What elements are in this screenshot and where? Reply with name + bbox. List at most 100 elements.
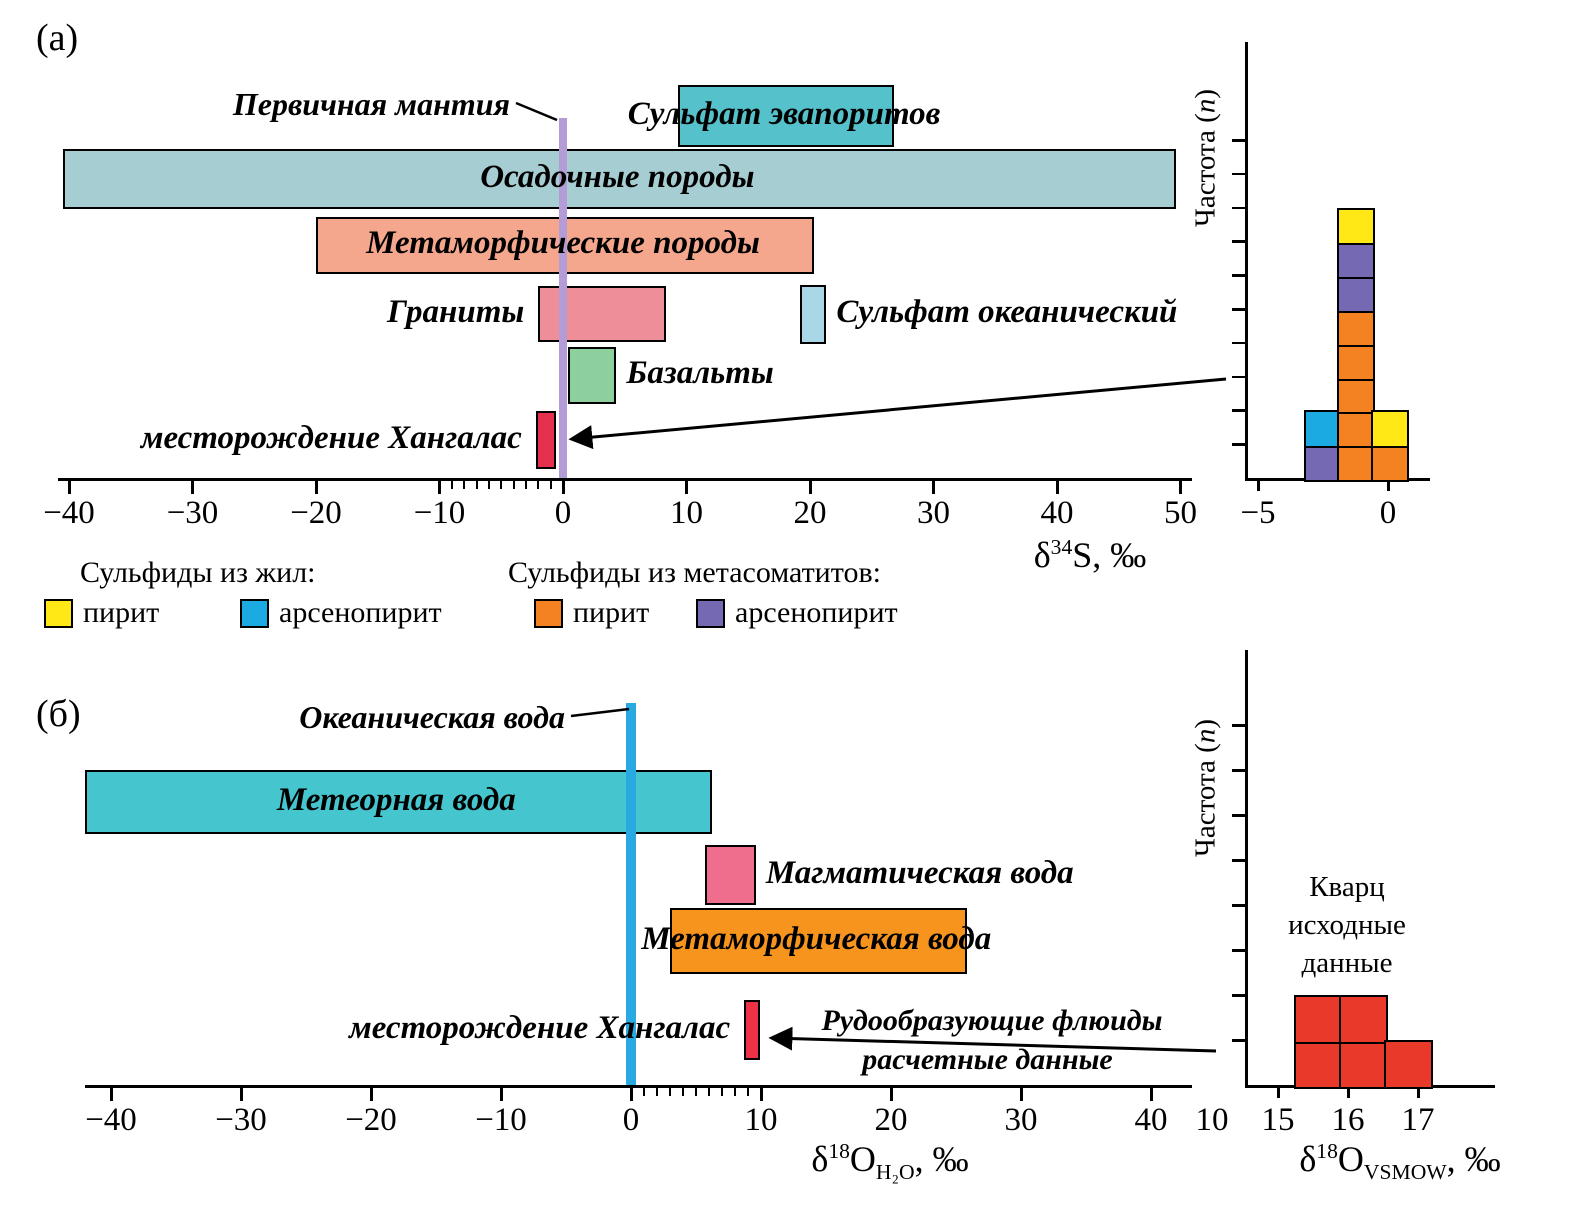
panel-a-x-tick-label: 40 <box>1040 495 1074 531</box>
panel-b-bar-label-0: Метеорная вода <box>276 782 516 818</box>
panel-a-bar-label-4: Сульфат океанический <box>836 294 1178 330</box>
panel-b-hist-square-quartz <box>1293 994 1343 1044</box>
panel-a-hist-square-meta-pyrite <box>1337 410 1376 449</box>
panel-b-bar-1 <box>705 845 756 905</box>
panel-b-x-tick <box>239 1088 243 1101</box>
panel-b-x-tick-label: 20 <box>874 1102 908 1138</box>
panel-a-x-tick-label: −30 <box>166 495 219 531</box>
panel-a-bar-label-5: Базальты <box>626 355 774 391</box>
panel-a-hist-square-meta-pyrite <box>1337 342 1376 381</box>
panel-a-x-tick <box>67 481 71 494</box>
panel-b-hist-x-tick <box>1416 1088 1420 1098</box>
quartz-note-line: Кварц <box>1309 871 1385 903</box>
panel-b-x-axis-title: δ18OH₂O, ‰ <box>811 1139 969 1185</box>
panel-a-hist-square-meta-arsenopyrite <box>1303 444 1342 482</box>
panel-a-bar-1 <box>62 149 1176 209</box>
ocean-water-label: Океаническая вода <box>299 699 565 735</box>
panel-b-x-tick-label: −10 <box>475 1102 527 1138</box>
panel-b-x-minor-tick <box>682 1088 684 1096</box>
panel-b-hist-y-tick <box>1232 904 1245 907</box>
quartz-note: Кварц исходные данные <box>1252 868 1442 982</box>
panel-b-hist-square-quartz <box>1338 1039 1388 1089</box>
panel-a-hist-square-meta-arsenopyrite <box>1337 275 1376 313</box>
panel-b-x-minor-tick <box>721 1088 723 1096</box>
panel-b-x-tick-label: −40 <box>85 1102 137 1138</box>
panel-a-hist-y-tick <box>1232 443 1245 446</box>
panel-b-x-tick <box>629 1088 633 1101</box>
panel-a-hist-square-meta-pyrite <box>1337 376 1376 415</box>
panel-a-x-tick <box>314 481 318 494</box>
panel-b-tag: (б) <box>36 693 81 735</box>
panel-b-bar-label-1: Магматическая вода <box>765 855 1074 891</box>
panel-a-bar-label-1: Осадочные породы <box>480 159 755 195</box>
panel-a-x-tick <box>438 481 441 494</box>
legend-item-vein-pyrite: пирит <box>44 596 159 630</box>
panel-a-x-tick-label: 10 <box>670 495 703 531</box>
panel-a-hist-square-meta-pyrite <box>1337 309 1376 347</box>
panel-a-hist-y-tick <box>1232 240 1245 243</box>
panel-a-x-tick-label: 0 <box>554 495 572 531</box>
panel-a-x-minor-tick <box>549 481 552 489</box>
panel-a-x-tick <box>1179 481 1182 494</box>
ocean-callout-line <box>570 707 630 718</box>
panel-b-x-minor-tick <box>669 1088 671 1096</box>
vein-pyrite-label: пирит <box>83 596 160 629</box>
panel-a-x-tick-label: −40 <box>43 495 95 531</box>
panel-a-hist-x-tick-label: −5 <box>1240 495 1276 531</box>
quartz-note-line: исходные <box>1288 909 1406 941</box>
panel-a-x-minor-tick <box>512 481 515 489</box>
legend-veins-title: Сульфиды из жил: <box>80 556 316 589</box>
legend-item-meta-arsenopyrite: арсенопирит <box>696 596 898 630</box>
panel-a-x-tick <box>191 481 194 494</box>
panel-a-x-tick-label: 30 <box>917 495 950 531</box>
panel-a-hist-square-meta-pyrite <box>1337 444 1376 482</box>
panel-a-bar-5 <box>567 347 617 404</box>
panel-b-hist-axis-title: δ18OVSMOW, ‰ <box>1299 1139 1501 1185</box>
panel-b-hist-square-quartz <box>1338 994 1388 1044</box>
panel-b-bar-label-2: Метаморфическая вода <box>641 921 992 957</box>
panel-b-hist-y-tick <box>1232 1039 1245 1042</box>
panel-b-x-minor-tick <box>643 1088 645 1096</box>
panel-b-x-tick-label: 40 <box>1134 1102 1168 1138</box>
vein-arsenopyrite-swatch <box>240 598 269 628</box>
panel-b-x-tick <box>1149 1088 1153 1101</box>
panel-a-bar-0 <box>677 85 895 147</box>
panel-a-hist-y-tick <box>1232 308 1245 311</box>
panel-b-x-tick-label: −30 <box>215 1102 267 1138</box>
panel-b-bar-2 <box>670 908 967 974</box>
panel-b-extra-axis-label: 10 <box>1195 1102 1229 1138</box>
panel-b-hist-y-axis <box>1245 650 1248 1088</box>
panel-a-bar-label-0: Сульфат эвапоритов <box>627 96 941 132</box>
panel-a-hist-square-meta-arsenopyrite <box>1337 241 1376 280</box>
meta-pyrite-swatch <box>534 598 563 628</box>
panel-b-hist-y-tick <box>1232 814 1245 817</box>
panel-a-hist-y-tick <box>1232 341 1245 345</box>
panel-a-hist-x-tick-label: 0 <box>1379 495 1397 531</box>
panel-b-x-tick <box>759 1088 763 1101</box>
mantle-label: Первичная мантия <box>232 86 510 122</box>
panel-a-x-minor-tick <box>537 481 540 489</box>
panel-b-hist-y-tick <box>1232 769 1245 772</box>
panel-a-x-minor-tick <box>450 481 453 489</box>
panel-a-bar-label-3: Граниты <box>387 294 525 330</box>
panel-a-hist-y-tick <box>1232 172 1245 176</box>
legend-metasomatites-title: Сульфиды из метасоматитов: <box>508 556 881 589</box>
panel-a-x-axis-title: δ34S, ‰ <box>1033 535 1147 575</box>
panel-b-frequency-axis-label: Частота (n) <box>1189 719 1222 857</box>
panel-a-hist-y-axis <box>1245 42 1248 481</box>
panel-a-hist-x-tick <box>1386 481 1390 491</box>
panel-a-x-tick-label: 50 <box>1164 495 1197 531</box>
panel-a-x-axis <box>58 478 1192 481</box>
panel-a-x-tick <box>685 481 688 494</box>
panel-b-bar-label-3: месторождение Хангалас <box>349 1010 731 1046</box>
panel-a-x-tick-label: 20 <box>793 495 827 531</box>
panel-a-x-tick <box>808 481 812 494</box>
panel-a-bar-3 <box>538 286 666 342</box>
panel-a-x-minor-tick <box>487 481 490 489</box>
panel-b-hist-y-tick <box>1232 994 1245 997</box>
panel-b-hist-x-tick-label: 15 <box>1261 1102 1295 1138</box>
panel-a-x-minor-tick <box>500 481 503 489</box>
panel-a-hist-y-tick <box>1232 274 1245 277</box>
panel-a-x-tick-label: −10 <box>413 495 466 531</box>
